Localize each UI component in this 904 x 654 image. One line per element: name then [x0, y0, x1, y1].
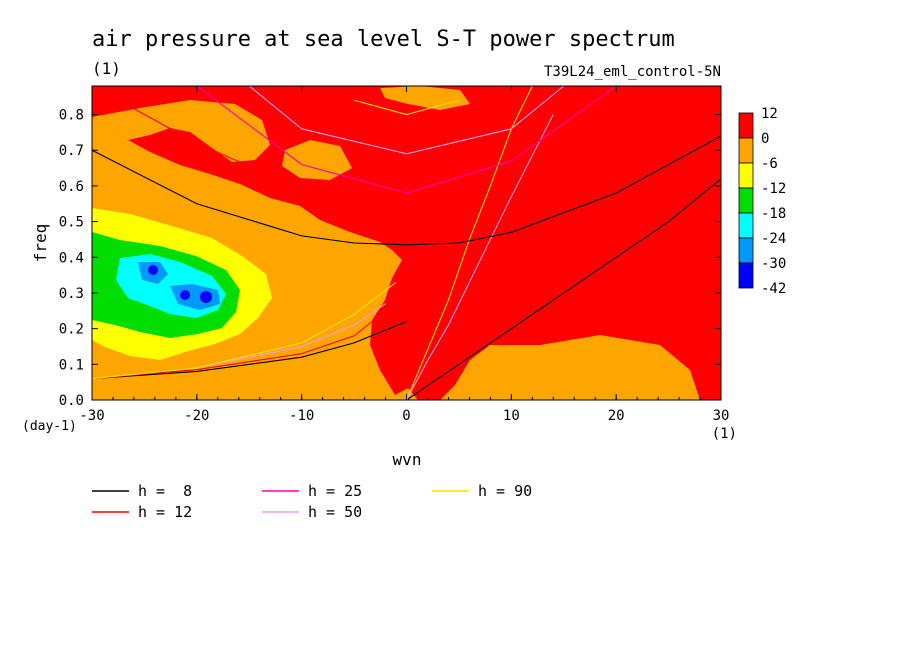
- colorbar-swatch: [738, 162, 754, 189]
- run-label: T39L24_eml_control-5N: [544, 64, 721, 80]
- curve-ig_n1-h12: [92, 86, 407, 223]
- colorbar-label: 0: [761, 131, 769, 147]
- legend-label: h = 25: [308, 482, 362, 500]
- curve-ig_n1-h25: [196, 86, 617, 194]
- y-tick-label: 0.5: [59, 215, 84, 231]
- y-tick-label: 0.6: [59, 179, 84, 195]
- y-tick-label: 0.1: [59, 357, 84, 373]
- power-band-red-main: [92, 86, 721, 400]
- x-tick-label: 30: [713, 408, 730, 424]
- legend-label: h = 8: [138, 482, 192, 500]
- y-tick-label: 0.2: [59, 322, 84, 338]
- chart-title: air pressure at sea level S-T power spec…: [92, 27, 675, 52]
- y-tick-label: 0.8: [59, 108, 84, 124]
- x-tick-label: 20: [608, 408, 625, 424]
- y-tick-label: 0.4: [59, 250, 84, 266]
- colorbar-swatch: [738, 262, 754, 289]
- units-label: (1): [92, 59, 121, 78]
- x-axis-label: wvn: [393, 450, 422, 469]
- power-band-orange-patch-top: [92, 100, 270, 162]
- power-band-blue-min1: [148, 265, 158, 275]
- y-axis-units: (day-1): [22, 419, 77, 434]
- colorbar-label: -24: [761, 231, 786, 247]
- colorbar-label: -6: [761, 156, 778, 172]
- curve-rossby-h12: [92, 310, 386, 380]
- dispersion-curves: [92, 86, 721, 400]
- power-band-blue-min2: [180, 290, 190, 300]
- colorbar-label: -12: [761, 181, 786, 197]
- colorbar-swatch: [738, 137, 754, 164]
- colorbar-label: 12: [761, 106, 778, 122]
- legend-label: h = 50: [308, 503, 362, 521]
- power-band-orange-patch-mid: [282, 140, 352, 180]
- legend-label: h = 12: [138, 503, 192, 521]
- curve-rossby-h90: [92, 281, 397, 380]
- colorbar-swatch: [738, 112, 754, 139]
- colorbar-swatch: [738, 187, 754, 214]
- power-band-blue-min3: [200, 291, 212, 303]
- y-tick-label: 0.3: [59, 286, 84, 302]
- curve-ig_n1-h8: [92, 135, 721, 246]
- y-axis-label: freq: [31, 224, 50, 263]
- x-axis: -30 -20 -10 0 10 20 30: [79, 86, 729, 424]
- x-tick-label: -20: [184, 408, 209, 424]
- legend: h = 8 h = 12 h = 25 h = 50 h = 90: [92, 482, 532, 521]
- y-tick-label: 0.0: [59, 393, 84, 409]
- curve-rossby-h8: [92, 320, 407, 380]
- curve-ig_n1-h90: [353, 99, 460, 116]
- power-band-lightblue-2: [170, 284, 220, 310]
- colorbar-swatch: [738, 212, 754, 239]
- y-axis: 0.0 0.1 0.2 0.3 0.4 0.5 0.6 0.7 0.8: [59, 108, 721, 409]
- curve-ig_n1-h50: [248, 86, 565, 155]
- curve-kelvin-h50: [406, 114, 554, 400]
- x-tick-label: -10: [289, 408, 314, 424]
- legend-label: h = 90: [478, 482, 532, 500]
- colorbar-swatch: [738, 237, 754, 264]
- x-tick-label: 10: [503, 408, 520, 424]
- power-band-orange-patch-top-right: [380, 86, 470, 110]
- plot-area: [92, 86, 721, 400]
- curve-kelvin-h8: [406, 178, 721, 400]
- colorbar: 12 0 -6 -12 -18 -24 -30 -42: [738, 106, 786, 297]
- x-axis-units: (1): [712, 426, 737, 442]
- colorbar-label: -18: [761, 206, 786, 222]
- y-tick-label: 0.7: [59, 143, 84, 159]
- colorbar-label: -42: [761, 281, 786, 297]
- x-tick-label: -30: [79, 408, 104, 424]
- x-tick-label: 0: [402, 408, 410, 424]
- colorbar-label: -30: [761, 256, 786, 272]
